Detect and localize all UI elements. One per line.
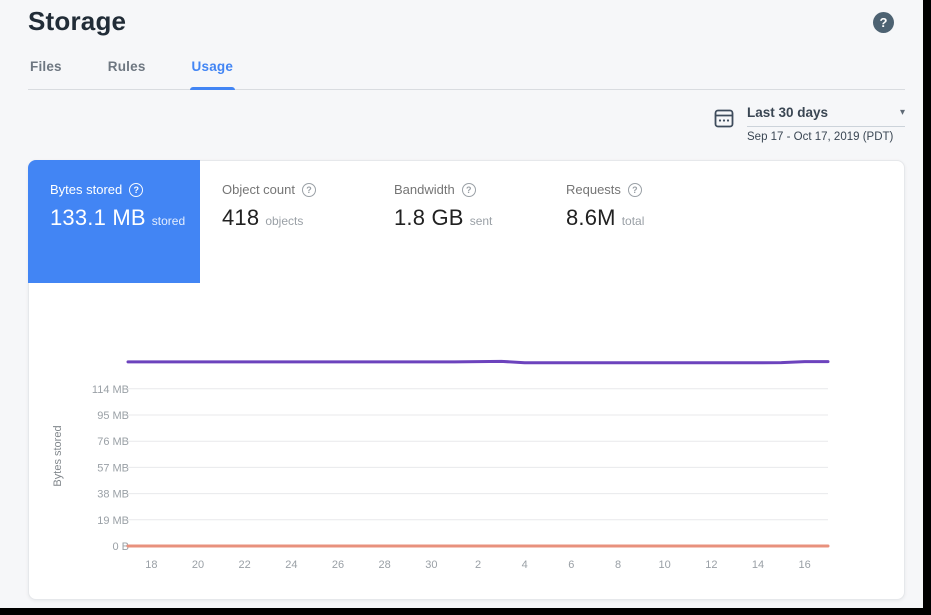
svg-text:26: 26 <box>332 559 344 571</box>
svg-text:114 MB: 114 MB <box>92 384 129 396</box>
svg-text:16: 16 <box>799 559 811 571</box>
svg-text:19 MB: 19 MB <box>97 515 129 527</box>
date-range-detail: Sep 17 - Oct 17, 2019 (PDT) <box>747 131 894 143</box>
date-range-text: Last 30 days ▾ Sep 17 - Oct 17, 2019 (PD… <box>747 105 905 143</box>
metric-card-requests[interactable]: Requests ? 8.6M total <box>544 160 716 283</box>
svg-text:2: 2 <box>475 559 481 571</box>
svg-text:95 MB: 95 MB <box>97 410 129 422</box>
metric-value: 1.8 GB <box>394 205 464 230</box>
metric-unit: sent <box>469 214 493 228</box>
svg-text:24: 24 <box>285 559 297 571</box>
svg-text:20: 20 <box>192 559 204 571</box>
metric-label: Object count <box>222 182 295 197</box>
usage-panel: Bytes stored ? 133.1 MB stored Object co… <box>28 160 905 600</box>
tab-rules[interactable]: Rules <box>107 59 146 74</box>
metric-value: 133.1 MB <box>50 205 146 230</box>
svg-text:28: 28 <box>379 559 391 571</box>
help-glyph: ? <box>879 15 888 30</box>
svg-text:14: 14 <box>752 559 764 571</box>
svg-text:8: 8 <box>615 559 621 571</box>
metric-card-bytes-stored[interactable]: Bytes stored ? 133.1 MB stored <box>28 160 200 283</box>
metric-label: Bandwidth <box>394 182 455 197</box>
metric-unit: total <box>621 214 645 228</box>
screenshot-frame-right <box>923 0 931 615</box>
svg-text:18: 18 <box>145 559 157 571</box>
svg-text:57 MB: 57 MB <box>97 462 129 474</box>
screenshot-frame-bottom <box>0 608 931 615</box>
svg-text:12: 12 <box>705 559 717 571</box>
metric-help-icon[interactable]: ? <box>627 182 642 197</box>
svg-text:38 MB: 38 MB <box>97 489 129 501</box>
tab-files[interactable]: Files <box>30 59 62 74</box>
metric-card-object-count[interactable]: Object count ? 418 objects <box>200 160 372 283</box>
calendar-icon <box>714 109 734 128</box>
metric-value: 418 <box>222 205 260 230</box>
svg-text:30: 30 <box>425 559 437 571</box>
tab-usage[interactable]: Usage <box>189 57 236 90</box>
metric-help-icon[interactable]: ? <box>129 182 144 197</box>
metric-card-bandwidth[interactable]: Bandwidth ? 1.8 GB sent <box>372 160 544 283</box>
metric-label: Requests <box>566 182 621 197</box>
metric-help-icon[interactable]: ? <box>461 182 476 197</box>
chevron-down-icon: ▾ <box>899 107 905 118</box>
tab-bar: Files Rules Usage <box>28 57 905 90</box>
metric-label: Bytes stored <box>50 182 123 197</box>
svg-text:6: 6 <box>568 559 574 571</box>
metric-unit: objects <box>265 214 304 228</box>
date-range-selector[interactable]: Last 30 days ▾ Sep 17 - Oct 17, 2019 (PD… <box>714 105 905 143</box>
date-range-label: Last 30 days <box>747 105 829 120</box>
page-title: Storage <box>28 6 127 36</box>
svg-text:22: 22 <box>239 559 251 571</box>
svg-text:4: 4 <box>522 559 528 571</box>
help-icon[interactable]: ? <box>873 12 894 33</box>
svg-text:76 MB: 76 MB <box>97 436 129 448</box>
svg-text:Bytes stored: Bytes stored <box>52 425 64 486</box>
metric-unit: stored <box>151 214 186 228</box>
svg-text:0 B: 0 B <box>112 541 129 553</box>
metric-help-icon[interactable]: ? <box>302 182 316 197</box>
svg-text:10: 10 <box>659 559 671 571</box>
metric-value: 8.6M <box>566 205 616 230</box>
